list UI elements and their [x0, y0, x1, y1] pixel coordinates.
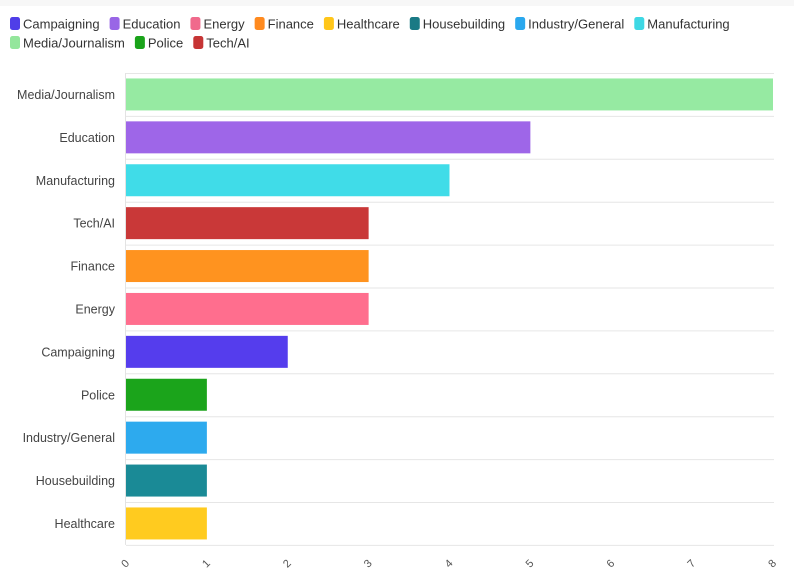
legend-item-healthcare[interactable]: Healthcare [323, 17, 400, 32]
y-tick-label: Healthcare [55, 517, 115, 531]
x-tick-label: 2 [281, 558, 294, 571]
x-tick-label: 1 [200, 558, 213, 571]
legend-swatch [254, 17, 265, 30]
bar-finance[interactable] [126, 250, 369, 283]
legend-item-campaigning[interactable]: Campaigning [10, 17, 100, 32]
grid [125, 73, 774, 546]
bar-housebuilding[interactable] [126, 464, 207, 497]
bar-manufacturing[interactable] [126, 164, 450, 197]
y-tick-label: Finance [71, 260, 116, 274]
legend-swatch [409, 17, 420, 30]
legend-label: Manufacturing [647, 17, 729, 32]
y-tick-label: Housebuilding [36, 474, 115, 488]
bar-energy[interactable] [126, 292, 369, 325]
y-tick-label: Campaigning [41, 345, 115, 359]
legend-swatch [134, 36, 145, 49]
bar-media-journalism[interactable] [126, 78, 773, 111]
x-tick-label: 6 [605, 558, 618, 571]
legend-swatch [10, 17, 20, 30]
legend-item-housebuilding[interactable]: Housebuilding [409, 17, 505, 32]
bars [126, 78, 773, 540]
x-tick-label: 0 [119, 558, 132, 571]
legend-swatch [190, 17, 201, 30]
legend-swatch [193, 36, 204, 49]
bar-education[interactable] [126, 121, 531, 154]
legend-swatch [10, 36, 20, 49]
top-strip [0, 0, 794, 6]
y-tick-label: Police [81, 388, 115, 402]
legend-label: Education [123, 17, 181, 32]
legend-label: Tech/AI [206, 36, 249, 51]
bar-industry-general[interactable] [126, 421, 207, 454]
legend-item-police[interactable]: Police [134, 36, 183, 51]
legend-swatch [109, 17, 120, 30]
legend: Campaigning Education Energy Finance Healthc… [10, 17, 730, 51]
legend-swatch [323, 17, 334, 30]
legend-label: Police [148, 36, 183, 51]
legend-item-media-journalism[interactable]: Media/Journalism [10, 36, 125, 51]
x-tick-label: 3 [362, 558, 375, 571]
legend-item-education[interactable]: Education [109, 17, 181, 32]
y-tick-label: Industry/General [23, 431, 115, 445]
x-tick-label: 7 [685, 558, 698, 571]
legend-label: Energy [203, 17, 245, 32]
y-tick-label: Energy [75, 302, 115, 316]
legend-item-tech-ai[interactable]: Tech/AI [193, 36, 250, 51]
y-axis-ticks: Media/Journalism Education Manufacturing Te… [17, 88, 116, 531]
bar-campaigning[interactable] [126, 335, 288, 368]
legend-label: Finance [268, 17, 314, 32]
legend-label: Media/Journalism [23, 36, 125, 51]
legend-label: Housebuilding [423, 17, 505, 32]
y-tick-label: Manufacturing [36, 174, 115, 188]
y-tick-label: Education [59, 131, 115, 145]
legend-item-finance[interactable]: Finance [254, 17, 314, 32]
x-axis-ticks: 0 1 2 3 4 5 6 7 8 [119, 558, 779, 571]
x-tick-label: 8 [766, 558, 779, 571]
y-tick-label: Tech/AI [73, 217, 115, 231]
legend-swatch [634, 17, 645, 30]
x-tick-label: 5 [524, 558, 537, 571]
legend-swatch [515, 17, 526, 30]
legend-label: Industry/General [528, 17, 624, 32]
x-tick-label: 4 [443, 558, 456, 571]
legend-item-industry-general[interactable]: Industry/General [515, 17, 624, 32]
legend-item-energy[interactable]: Energy [190, 17, 245, 32]
legend-label: Campaigning [23, 17, 100, 32]
bar-healthcare[interactable] [126, 507, 207, 540]
bar-police[interactable] [126, 378, 207, 411]
legend-label: Healthcare [337, 17, 400, 32]
y-tick-label: Media/Journalism [17, 88, 115, 102]
bar-tech-ai[interactable] [126, 207, 369, 240]
legend-item-manufacturing[interactable]: Manufacturing [634, 17, 730, 32]
